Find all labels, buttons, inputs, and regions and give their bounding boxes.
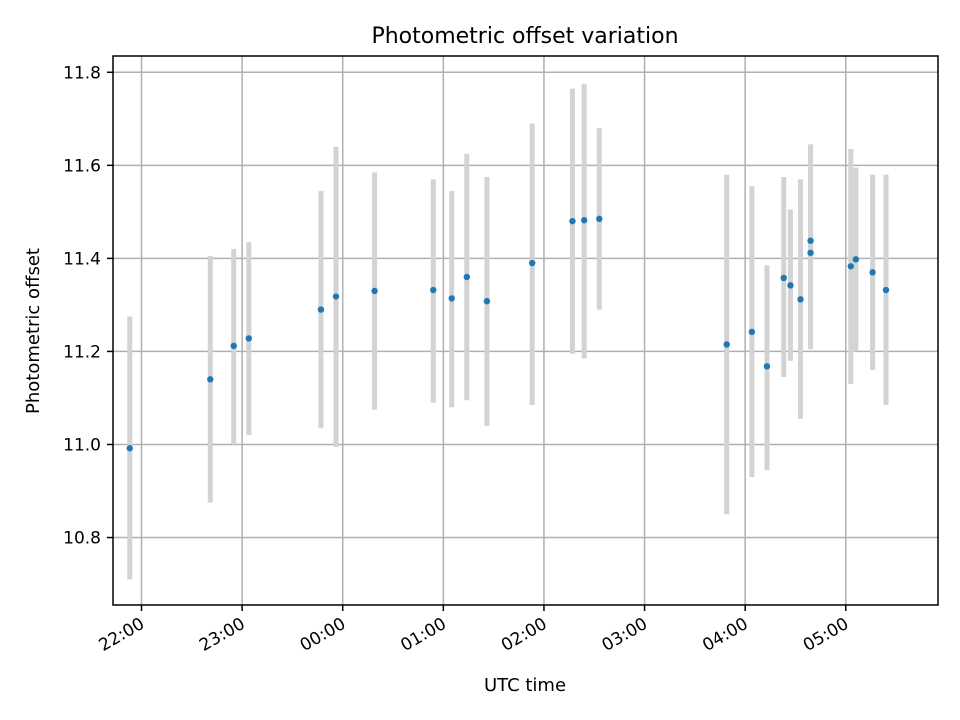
data-point [763, 363, 771, 370]
y-tick-label: 11.4 [63, 249, 101, 269]
data-point [529, 259, 536, 267]
y-axis-label: Photometric offset [23, 248, 44, 414]
data-point [723, 341, 730, 348]
data-points [126, 215, 890, 452]
data-point [230, 342, 237, 350]
x-tick-label: 00:00 [297, 614, 349, 656]
data-point [371, 287, 378, 295]
y-tick-label: 11.8 [63, 63, 101, 83]
data-point [245, 335, 253, 342]
data-point [882, 286, 890, 294]
x-tick-label: 23:00 [196, 614, 248, 656]
data-point [317, 306, 325, 313]
data-point [430, 286, 437, 294]
data-point [748, 328, 756, 336]
grid [113, 56, 938, 605]
x-tick-label: 03:00 [599, 614, 651, 656]
data-point [847, 263, 855, 270]
data-point [463, 273, 471, 281]
data-point [787, 282, 794, 289]
x-tick-label: 05:00 [800, 614, 852, 656]
data-point [807, 237, 814, 244]
x-axis-label: UTC time [484, 675, 566, 696]
error-bars [127, 83, 889, 580]
y-tick-label: 11.2 [63, 342, 101, 362]
data-point [852, 256, 860, 263]
y-axis-ticks: 10.8 11.0 11.2 11.4 11.6 11.8 [63, 63, 113, 549]
x-tick-label: 02:00 [498, 614, 550, 656]
data-point [569, 217, 576, 225]
x-tick-label: 04:00 [699, 614, 751, 656]
data-point [126, 445, 133, 452]
y-tick-label: 10.8 [63, 529, 101, 549]
data-point [207, 376, 214, 383]
y-tick-label: 11.6 [63, 156, 101, 176]
x-tick-label: 22:00 [96, 614, 148, 656]
data-point [807, 249, 814, 257]
data-point [780, 274, 787, 282]
data-point [869, 269, 876, 276]
data-point [483, 297, 491, 305]
data-point [580, 217, 588, 224]
x-axis-ticks: 22:00 23:00 00:00 01:00 02:00 03:00 04:00 05:00 [96, 605, 852, 656]
data-point [797, 296, 804, 303]
data-point [448, 295, 455, 302]
data-point [332, 293, 340, 300]
x-tick-label: 01:00 [397, 614, 449, 656]
y-tick-label: 11.0 [63, 435, 101, 455]
data-point [596, 215, 603, 223]
chart-title: Photometric offset variation [371, 24, 678, 49]
plot-frame [112, 55, 939, 606]
